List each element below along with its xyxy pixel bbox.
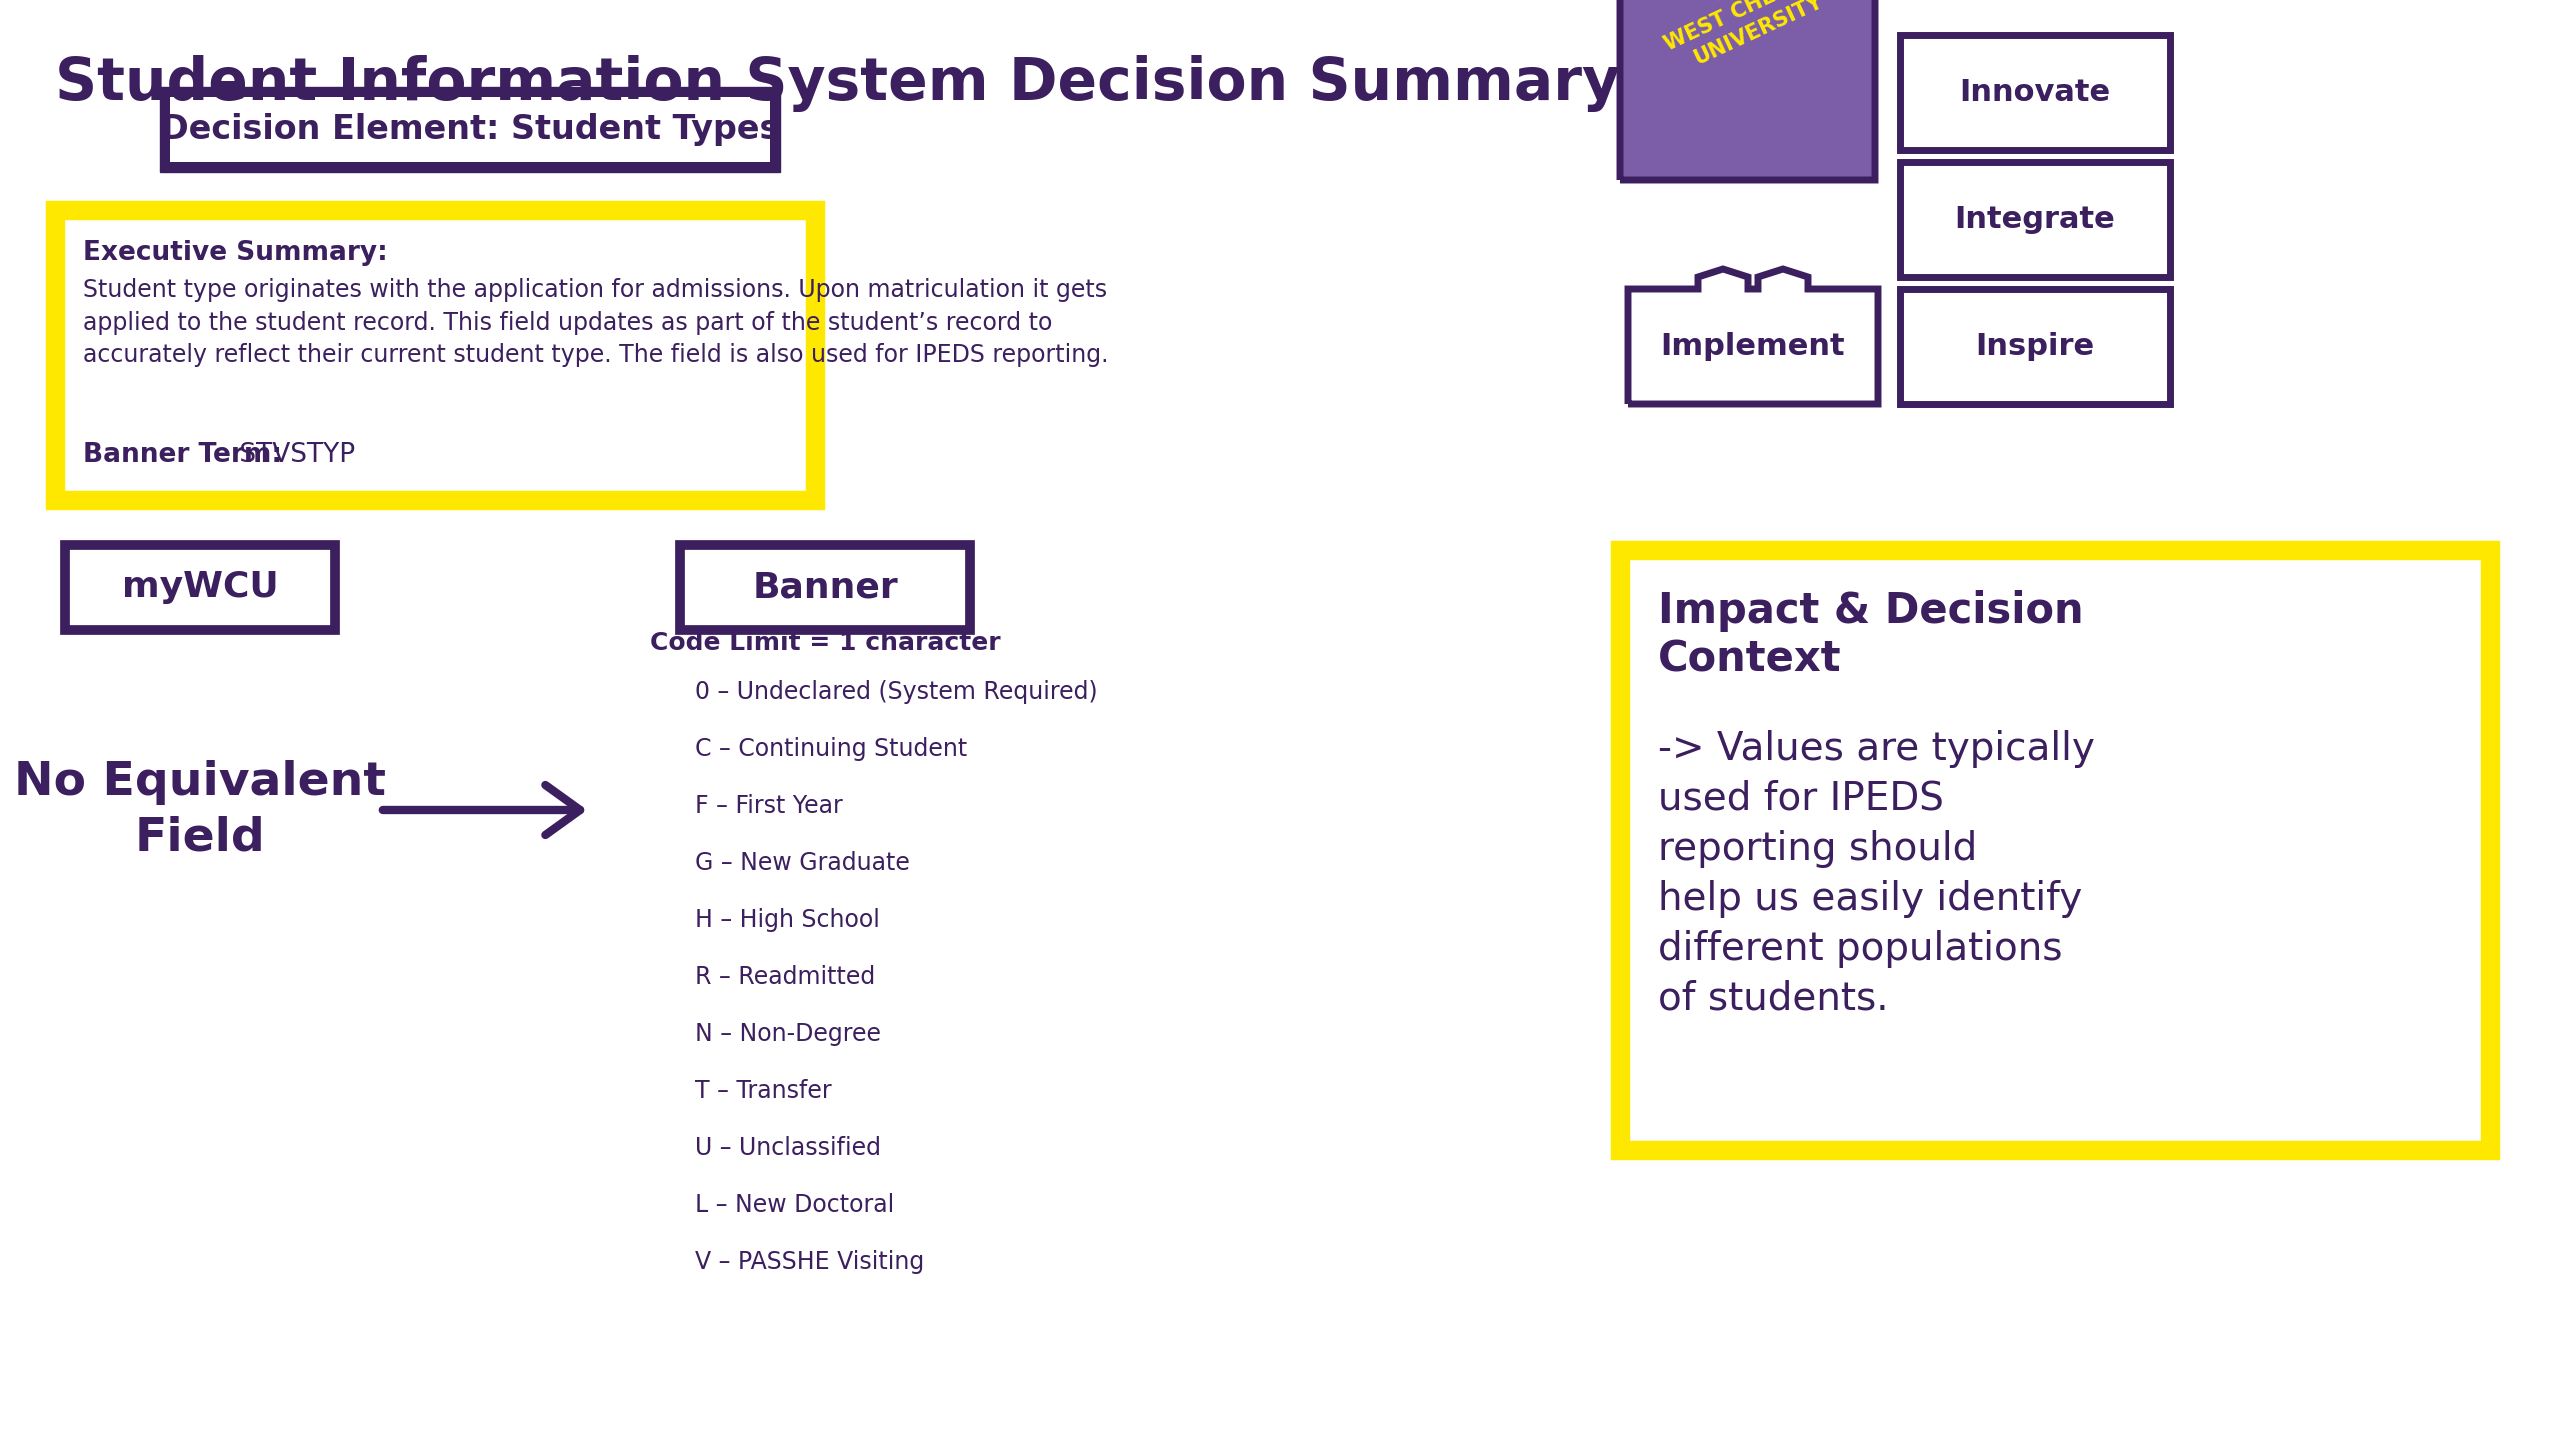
- Text: H – High School: H – High School: [694, 909, 881, 932]
- PathPatch shape: [1620, 0, 1874, 180]
- Text: R – Readmitted: R – Readmitted: [694, 965, 876, 989]
- Text: L – New Doctoral: L – New Doctoral: [694, 1192, 893, 1217]
- Text: Innovate: Innovate: [1958, 78, 2109, 107]
- Text: 0 – Undeclared (System Required): 0 – Undeclared (System Required): [694, 680, 1098, 704]
- FancyBboxPatch shape: [64, 544, 335, 631]
- FancyBboxPatch shape: [1900, 35, 2171, 150]
- Text: Decision Element: Student Types: Decision Element: Student Types: [161, 112, 778, 145]
- FancyBboxPatch shape: [1900, 161, 2171, 276]
- Text: myWCU: myWCU: [123, 570, 279, 605]
- Text: G – New Graduate: G – New Graduate: [694, 851, 909, 876]
- Text: Implement: Implement: [1661, 333, 1846, 361]
- Text: U – Unclassified: U – Unclassified: [694, 1136, 881, 1161]
- Text: Banner: Banner: [753, 570, 899, 605]
- Text: C – Continuing Student: C – Continuing Student: [694, 737, 968, 760]
- Text: V – PASSHE Visiting: V – PASSHE Visiting: [694, 1250, 924, 1274]
- Text: Student type originates with the application for admissions. Upon matriculation : Student type originates with the applica…: [82, 278, 1108, 367]
- FancyArrowPatch shape: [384, 785, 581, 835]
- FancyBboxPatch shape: [159, 86, 781, 171]
- Text: T – Transfer: T – Transfer: [694, 1079, 832, 1103]
- FancyBboxPatch shape: [1900, 289, 2171, 405]
- Text: Executive Summary:: Executive Summary:: [82, 240, 387, 266]
- Text: STVSTYP: STVSTYP: [230, 442, 356, 468]
- Text: WCU
WEST CHESTER
UNIVERSITY: WCU WEST CHESTER UNIVERSITY: [1651, 0, 1843, 78]
- Text: No Equivalent
Field: No Equivalent Field: [13, 760, 387, 860]
- Text: N – Non-Degree: N – Non-Degree: [694, 1022, 881, 1045]
- Text: Code Limit = 1 character: Code Limit = 1 character: [650, 631, 1001, 655]
- Text: Impact & Decision
Context: Impact & Decision Context: [1659, 590, 2084, 681]
- FancyBboxPatch shape: [169, 96, 771, 161]
- Text: -> Values are typically
used for IPEDS
reporting should
help us easily identify
: -> Values are typically used for IPEDS r…: [1659, 730, 2094, 1018]
- Text: Inspire: Inspire: [1976, 333, 2094, 361]
- Text: F – First Year: F – First Year: [694, 793, 842, 818]
- Text: Banner Term:: Banner Term:: [82, 442, 282, 468]
- PathPatch shape: [1628, 269, 1879, 405]
- Text: Student Information System Decision Summary: Student Information System Decision Summ…: [54, 55, 1620, 112]
- FancyBboxPatch shape: [1620, 550, 2491, 1151]
- Text: Integrate: Integrate: [1956, 204, 2115, 233]
- FancyBboxPatch shape: [54, 210, 814, 500]
- FancyBboxPatch shape: [681, 544, 970, 631]
